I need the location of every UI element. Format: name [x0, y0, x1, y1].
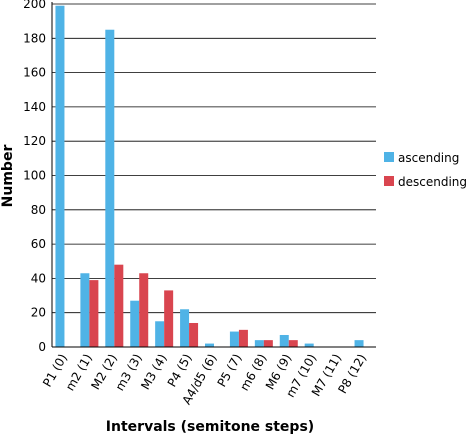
y-tick-label: 80 [31, 203, 46, 217]
x-tick-labels: P1 (0)m2 (1)M2 (2)m3 (3)M3 (4)P4 (5)A4/d… [40, 352, 369, 407]
y-tick-labels: 0 20 40 60 80 100 120 140 160 180 200 [23, 0, 46, 354]
bar-descending-9 [288, 340, 298, 347]
y-tick-label: 200 [23, 0, 46, 11]
y-tick-label: 160 [23, 66, 46, 80]
y-tick-label: 40 [31, 271, 46, 285]
bar-descending-7 [238, 329, 248, 347]
bar-ascending-4 [155, 321, 165, 347]
bar-ascending-7 [229, 331, 239, 347]
x-axis-title: Intervals (semitone steps) [106, 419, 314, 435]
bar-descending-2 [114, 264, 124, 347]
bar-ascending-0 [55, 5, 65, 348]
y-axis-title: Number [0, 145, 16, 208]
bar-ascending-6 [205, 343, 214, 347]
bar-descending-5 [189, 322, 199, 347]
y-tick-label: 180 [23, 31, 46, 45]
bar-ascending-8 [254, 340, 264, 347]
y-tick-label: 120 [23, 134, 46, 148]
bars [55, 5, 364, 348]
y-tick-label: 140 [23, 100, 46, 114]
legend: ascending descending [384, 151, 467, 189]
bar-ascending-3 [130, 300, 140, 347]
legend-swatch-descending [384, 176, 394, 186]
axes [51, 2, 376, 348]
bar-ascending-1 [80, 273, 90, 347]
gridlines [52, 3, 376, 314]
y-tick-label: 20 [31, 306, 46, 320]
bar-ascending-12 [354, 340, 364, 347]
y-tick-label: 60 [31, 237, 46, 251]
legend-label-descending: descending [398, 175, 467, 189]
y-tick-label: 0 [38, 340, 46, 354]
legend-swatch-ascending [384, 152, 394, 162]
legend-label-ascending: ascending [398, 151, 459, 165]
bar-descending-3 [139, 273, 149, 347]
bar-ascending-2 [105, 29, 115, 347]
bar-ascending-9 [279, 334, 289, 347]
bar-ascending-10 [304, 343, 314, 347]
bar-descending-1 [89, 280, 99, 347]
y-tick-label: 100 [23, 169, 46, 183]
bar-descending-4 [164, 290, 174, 347]
bar-descending-8 [263, 340, 273, 347]
bar-ascending-5 [180, 309, 190, 347]
